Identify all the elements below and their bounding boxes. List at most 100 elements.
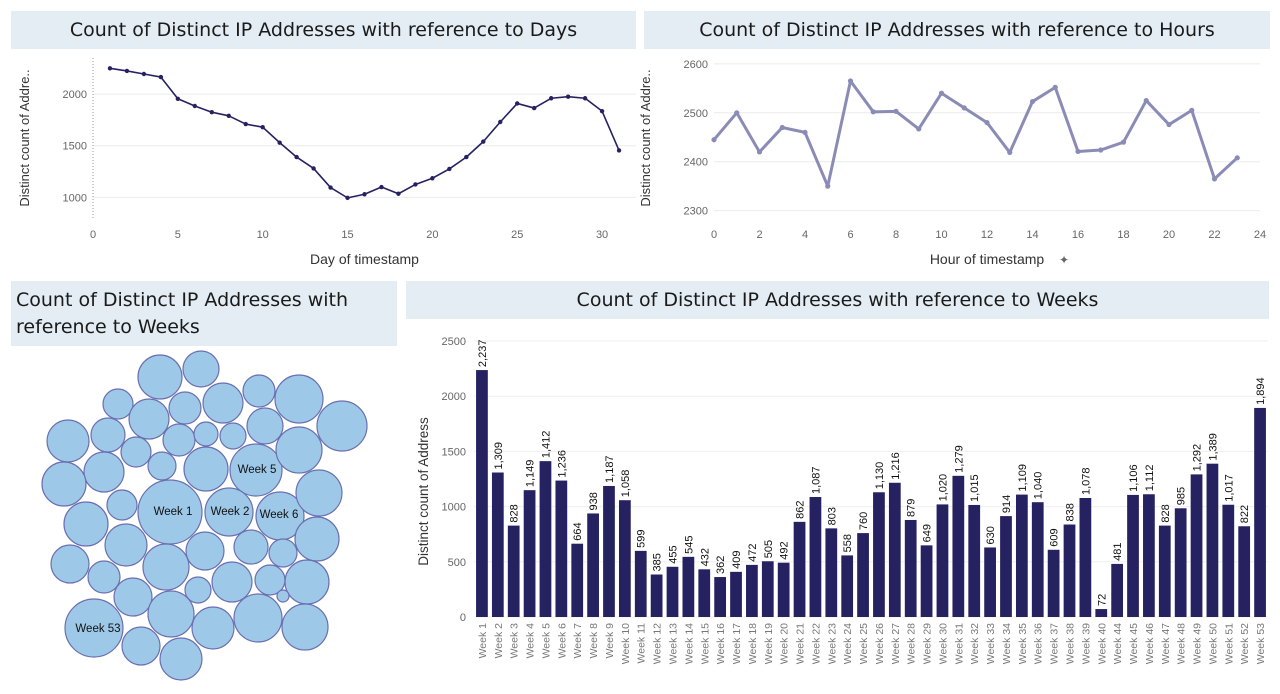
weeks-x-tick-label: Week 28 <box>906 623 918 664</box>
days-y-axis-label: Distinct count of Addre.. <box>17 69 32 206</box>
days-x-tick-label: 10 <box>257 229 269 241</box>
days-point <box>158 74 164 80</box>
weeks-bar <box>682 556 695 617</box>
days-point <box>548 96 554 101</box>
hours-y-tick-label: 2400 <box>684 157 708 169</box>
weeks-bar <box>1095 609 1108 617</box>
weeks-data-label: 1,309 <box>493 442 505 470</box>
days-point <box>616 148 622 153</box>
days-point <box>243 121 248 127</box>
week-bubble <box>120 436 152 468</box>
weeks-bar <box>1222 504 1235 617</box>
week-bubble <box>41 461 87 507</box>
weeks-data-label: 862 <box>795 500 807 518</box>
hours-x-tick-label: 22 <box>1208 229 1220 241</box>
weeks-data-label: 1,292 <box>1192 444 1204 472</box>
hours-x-tick-label: 18 <box>1117 229 1129 241</box>
weeks-bar <box>1158 525 1171 617</box>
week-bubble <box>46 419 90 463</box>
weeks-y-tick-label: 0 <box>460 612 466 624</box>
days-x-tick-label: 30 <box>596 229 608 241</box>
week-bubble <box>183 446 229 492</box>
days-chart-title-text: Count of Distinct IP Addresses with refe… <box>69 19 578 41</box>
weeks-x-tick-label: Week 39 <box>1080 623 1092 664</box>
week-bubble-label: Week 5 <box>238 464 277 476</box>
weeks-bar <box>698 569 711 617</box>
days-chart-title: Count of Distinct IP Addresses with refe… <box>11 11 636 49</box>
week-bubble <box>113 577 153 617</box>
week-bubble <box>142 543 190 591</box>
week-bubble <box>233 593 283 643</box>
weeks-data-label: 1,216 <box>890 452 902 480</box>
week-bubble-label: Week 6 <box>260 509 299 521</box>
weeks-data-label: 828 <box>509 504 521 522</box>
weeks-x-tick-label: Week 33 <box>985 623 997 664</box>
weeks-data-label: 1,109 <box>1017 464 1029 492</box>
weeks-bar <box>841 555 854 617</box>
weeks-x-tick-label: Week 49 <box>1192 623 1204 664</box>
weeks-x-tick-label: Week 52 <box>1239 623 1251 664</box>
days-point <box>396 191 401 196</box>
week-bubble <box>284 559 330 605</box>
weeks-data-label: 664 <box>572 522 584 540</box>
weeks-x-tick-label: Week 9 <box>604 623 616 659</box>
hours-point <box>1075 148 1081 155</box>
weeks-bubble-chart[interactable]: Week 1 Week 2 Week 6 Week 5 Week 53 <box>8 349 398 694</box>
days-point <box>599 108 605 114</box>
week-bubble <box>182 350 220 388</box>
weeks-data-label: 1,149 <box>525 460 537 488</box>
weeks-data-label: 455 <box>668 545 680 563</box>
week-bubble <box>121 626 161 666</box>
days-plot: 1000 1500 2000 0 5 10 15 20 25 30 Day of timestamp… <box>17 58 636 267</box>
weeks-bar <box>634 550 647 617</box>
days-point <box>294 154 299 160</box>
week-bubble <box>191 606 235 650</box>
hours-x-tick-label: 0 <box>711 229 717 241</box>
days-point <box>209 109 214 115</box>
weeks-x-tick-label: Week 17 <box>731 623 743 664</box>
bubble-chart-title-line2: reference to Weeks <box>16 316 200 338</box>
weeks-x-tick-label: Week 35 <box>1017 623 1029 664</box>
hours-chart-title-text: Count of Distinct IP Addresses with refe… <box>699 19 1215 41</box>
hours-point <box>847 78 854 84</box>
weeks-x-tick-label: Week 40 <box>1096 623 1108 664</box>
weeks-data-label: 1,040 <box>1033 472 1045 500</box>
weeks-x-tick-label: Week 3 <box>509 623 521 659</box>
hours-point <box>1120 139 1127 145</box>
weeks-bar <box>984 547 996 617</box>
week-bubble <box>128 398 170 440</box>
weeks-data-label: 828 <box>1160 504 1172 522</box>
weeks-x-tick-label: Week 10 <box>620 623 632 664</box>
days-point <box>565 94 571 99</box>
weeks-x-tick-label: Week 51 <box>1223 623 1235 664</box>
weeks-data-label: 985 <box>1176 487 1188 505</box>
weeks-x-tick-label: Week 6 <box>556 623 568 659</box>
weeks-data-label: 1,058 <box>620 470 632 498</box>
week-bubble <box>229 443 283 497</box>
days-series-line <box>109 67 620 199</box>
hours-point <box>825 183 831 189</box>
weeks-bar <box>571 543 584 617</box>
weeks-x-tick-label: Week 26 <box>874 623 886 664</box>
weeks-x-tick-label: Week 24 <box>842 623 854 664</box>
days-x-axis-label: Day of timestamp <box>310 251 419 267</box>
weeks-data-label: 481 <box>1112 543 1124 561</box>
weeks-bar <box>1015 494 1028 617</box>
weeks-bar <box>523 490 536 617</box>
week-bubble <box>63 501 109 547</box>
days-point <box>226 113 231 119</box>
days-x-tick-label: 5 <box>175 229 181 241</box>
weeks-x-tick-label: Week 31 <box>953 623 965 664</box>
weeks-x-tick-label: Week 27 <box>890 623 902 664</box>
weeks-x-tick-label: Week 8 <box>588 623 600 659</box>
week-bubble <box>102 388 134 420</box>
weeks-x-tick-label: Week 12 <box>652 623 664 664</box>
weeks-data-label: 1,020 <box>937 474 949 502</box>
weeks-data-label: 1,279 <box>953 445 965 473</box>
weeks-bar <box>1000 516 1012 617</box>
weeks-x-tick-label: Week 1 <box>477 623 489 659</box>
hours-y-tick-label: 2500 <box>684 108 708 120</box>
weeks-bar <box>1206 463 1219 617</box>
days-x-tick-label: 0 <box>90 229 96 241</box>
hours-x-tick-label: 6 <box>847 229 853 241</box>
